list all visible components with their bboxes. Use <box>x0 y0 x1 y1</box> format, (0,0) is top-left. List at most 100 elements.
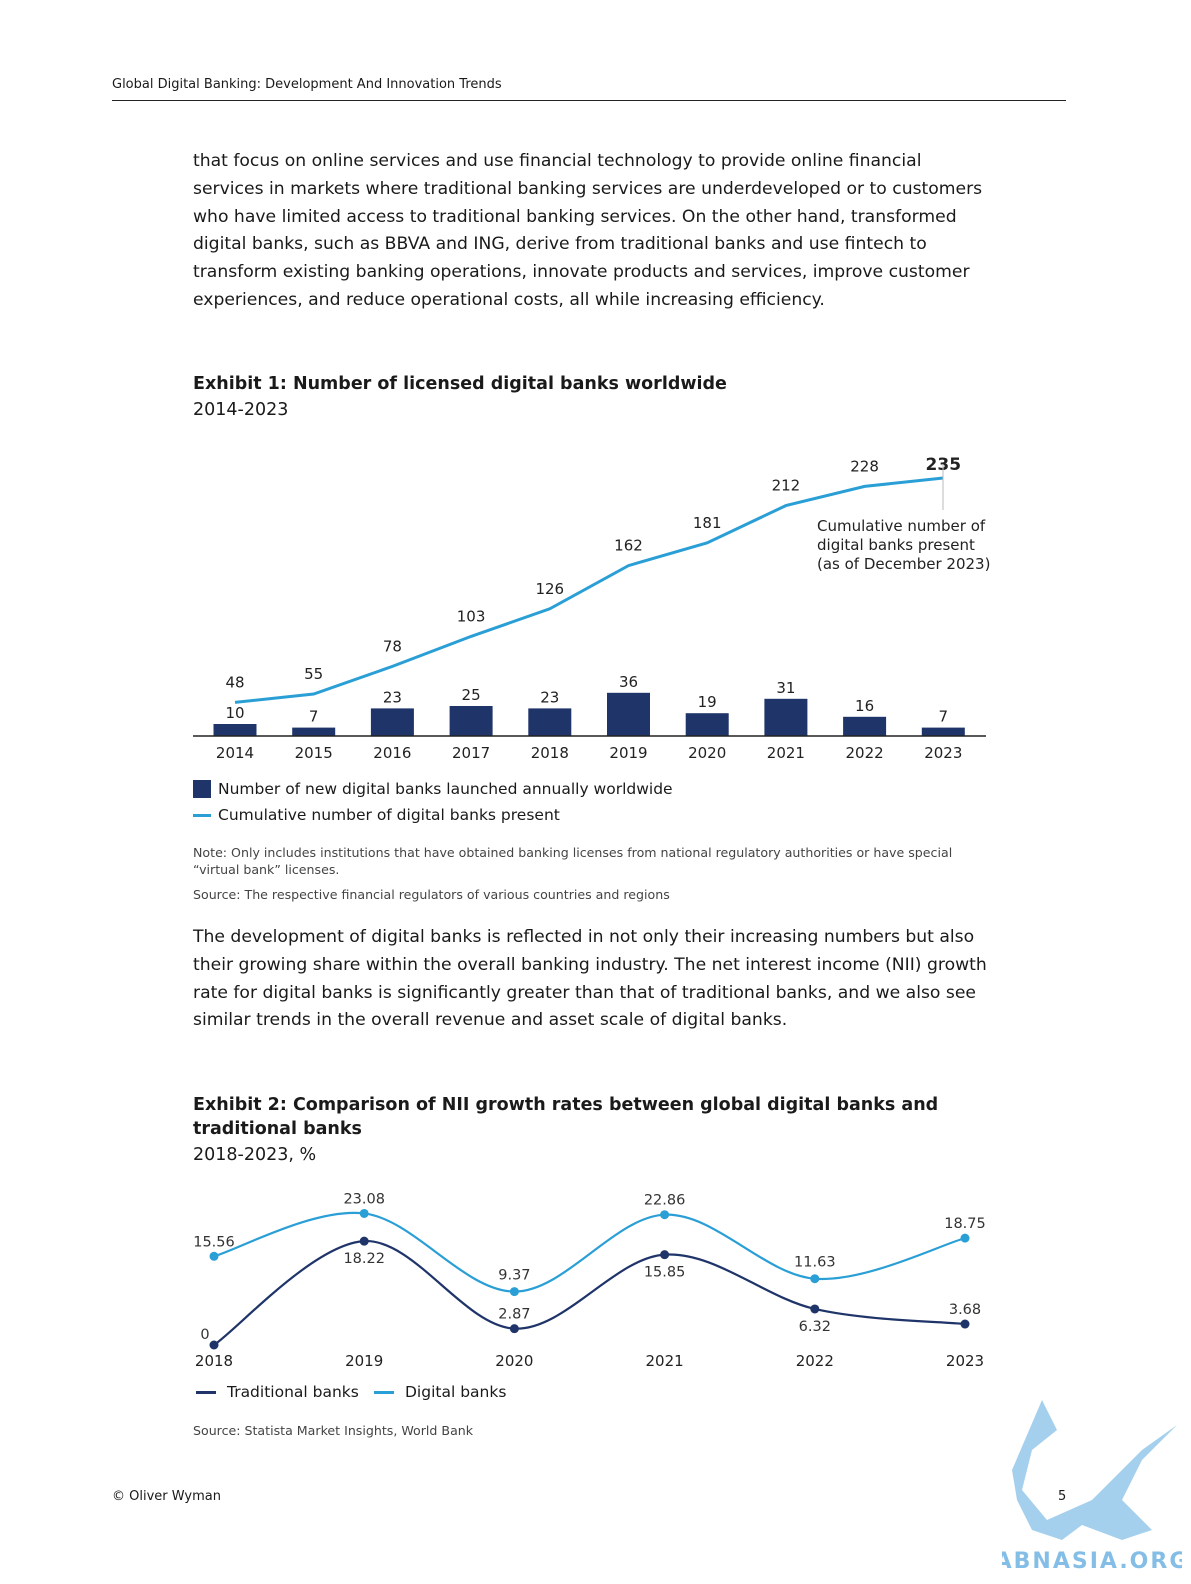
digital-label-2022: 11.63 <box>794 1255 836 1271</box>
line-label-2019: 162 <box>614 537 643 555</box>
legend-bar-swatch <box>193 780 211 798</box>
x-tick-2023: 2023 <box>924 744 962 762</box>
legend-line: Cumulative number of digital banks prese… <box>193 806 560 824</box>
line-label-2022: 228 <box>850 457 879 475</box>
x-tick-2023: 2023 <box>946 1352 984 1370</box>
exhibit2-source: Source: Statista Market Insights, World … <box>193 1423 474 1438</box>
legend-digital-label: Digital banks <box>405 1383 507 1401</box>
bar-label-2018: 23 <box>540 688 559 706</box>
bar-label-2019: 36 <box>619 673 638 691</box>
line-label-2021: 212 <box>772 477 801 495</box>
digital-label-2023: 18.75 <box>944 1216 986 1232</box>
cumulative-line <box>234 476 944 704</box>
digital-point-2019 <box>359 1208 369 1218</box>
traditional-point-2023 <box>960 1319 970 1329</box>
page-number: 5 <box>1058 1489 1067 1504</box>
traditional-label-2023: 3.68 <box>949 1302 981 1318</box>
exhibit1-source: Source: The respective financial regulat… <box>193 887 670 902</box>
x-tick-2018: 2018 <box>531 744 569 762</box>
x-tick-2020: 2020 <box>688 744 726 762</box>
annotation-line-2: digital banks present <box>817 536 975 554</box>
line-label-2014: 48 <box>225 673 244 691</box>
x-tick-2019: 2019 <box>609 744 647 762</box>
x-tick-2017: 2017 <box>452 744 490 762</box>
header-title: Global Digital Banking: Development And … <box>112 77 502 92</box>
digital-point-2021 <box>660 1210 670 1220</box>
bar-2023 <box>921 727 965 736</box>
exhibit2-subtitle: 2018-2023, % <box>193 1145 317 1165</box>
x-tick-2021: 2021 <box>646 1352 684 1370</box>
footer-copyright: © Oliver Wyman <box>112 1489 221 1504</box>
watermark-text: ABNASIA.ORG <box>1002 1549 1182 1574</box>
bar-label-2017: 25 <box>462 686 481 704</box>
exhibit2-title-line2: traditional banks <box>193 1119 362 1139</box>
digital-point-2018 <box>209 1251 219 1261</box>
dragon-shape <box>1012 1400 1177 1540</box>
middle-paragraph: The development of digital banks is refl… <box>193 927 987 1031</box>
x-tick-2022: 2022 <box>796 1352 834 1370</box>
bar-2020 <box>685 713 729 736</box>
annotation-line-3: (as of December 2023) <box>817 555 990 573</box>
annotation-line-1: Cumulative number of <box>817 517 986 535</box>
digital-label-2021: 22.86 <box>644 1193 686 1209</box>
legend-line-swatch <box>193 813 211 817</box>
traditional-label-2018: 0 <box>200 1327 209 1343</box>
bar-label-2016: 23 <box>383 688 402 706</box>
traditional-label-2020: 2.87 <box>498 1307 530 1323</box>
x-tick-2014: 2014 <box>216 744 254 762</box>
bar-label-2015: 7 <box>309 708 319 726</box>
exhibit1-note: Note: Only includes institutions that ha… <box>193 845 953 877</box>
line-label-2020: 181 <box>693 514 722 532</box>
bar-2019 <box>607 692 650 736</box>
page-header: Global Digital Banking: Development And … <box>112 77 1066 101</box>
digital-label-2018: 15.56 <box>193 1234 235 1250</box>
bar-2022 <box>843 716 887 736</box>
legend-traditional-label: Traditional banks <box>227 1383 359 1401</box>
digital-label-2019: 23.08 <box>343 1191 385 1207</box>
exhibit1-chart: 10 2014 48 7 2015 55 23 2016 78 25 2017 103 23 2018 12… <box>193 455 990 762</box>
traditional-label-2021: 15.85 <box>644 1265 686 1281</box>
line-label-2016: 78 <box>383 637 402 655</box>
x-tick-2021: 2021 <box>767 744 805 762</box>
exhibit2-title-line1: Exhibit 2: Comparison of NII growth rate… <box>193 1095 939 1115</box>
line-label-2017: 103 <box>457 607 486 625</box>
exhibit1-title: Exhibit 1: Number of licensed digital ba… <box>193 374 727 394</box>
exhibit2-chart: 15.56 0 2018 23.08 18.22 2019 9.37 2.87 2020 22.8… <box>193 1191 986 1370</box>
traditional-point-2020 <box>509 1324 519 1334</box>
digital-point-2020 <box>509 1287 519 1297</box>
line-label-2018: 126 <box>535 580 564 598</box>
abnasia-watermark-logo: ABNASIA.ORG <box>1002 1400 1182 1574</box>
x-tick-2019: 2019 <box>345 1352 383 1370</box>
digital-point-2022 <box>810 1274 820 1284</box>
digital-label-2020: 9.37 <box>498 1268 530 1284</box>
traditional-point-2022 <box>810 1304 820 1314</box>
bar-label-2020: 19 <box>698 693 717 711</box>
traditional-banks-line <box>213 1240 966 1346</box>
exhibit1-subtitle: 2014-2023 <box>193 400 289 420</box>
digital-point-2023 <box>960 1233 970 1243</box>
legend-bars-label: Number of new digital banks launched ann… <box>218 780 673 798</box>
legend-line-label: Cumulative number of digital banks prese… <box>218 806 560 824</box>
legend-traditional: Traditional banks <box>196 1383 359 1401</box>
bar-label-2022: 16 <box>855 697 874 715</box>
legend-bars: Number of new digital banks launched ann… <box>193 780 673 798</box>
x-tick-2018: 2018 <box>195 1352 233 1370</box>
traditional-label-2022: 6.32 <box>799 1319 831 1335</box>
bar-2017 <box>449 706 493 736</box>
x-tick-2022: 2022 <box>846 744 884 762</box>
x-tick-2020: 2020 <box>495 1352 533 1370</box>
legend-digital: Digital banks <box>374 1383 506 1401</box>
intro-paragraph: that focus on online services and use fi… <box>193 151 983 310</box>
traditional-label-2019: 18.22 <box>343 1251 385 1267</box>
traditional-point-2019 <box>359 1236 369 1246</box>
traditional-point-2021 <box>660 1250 670 1260</box>
bar-2015 <box>292 727 336 736</box>
legend-traditional-swatch <box>196 1390 216 1394</box>
bar-2018 <box>528 708 572 736</box>
bar-label-2023: 7 <box>939 708 949 726</box>
traditional-point-2018 <box>209 1340 219 1350</box>
bar-2014 <box>213 724 257 736</box>
digital-banks-line <box>213 1211 966 1293</box>
x-tick-2015: 2015 <box>295 744 333 762</box>
bar-label-2021: 31 <box>776 679 795 697</box>
